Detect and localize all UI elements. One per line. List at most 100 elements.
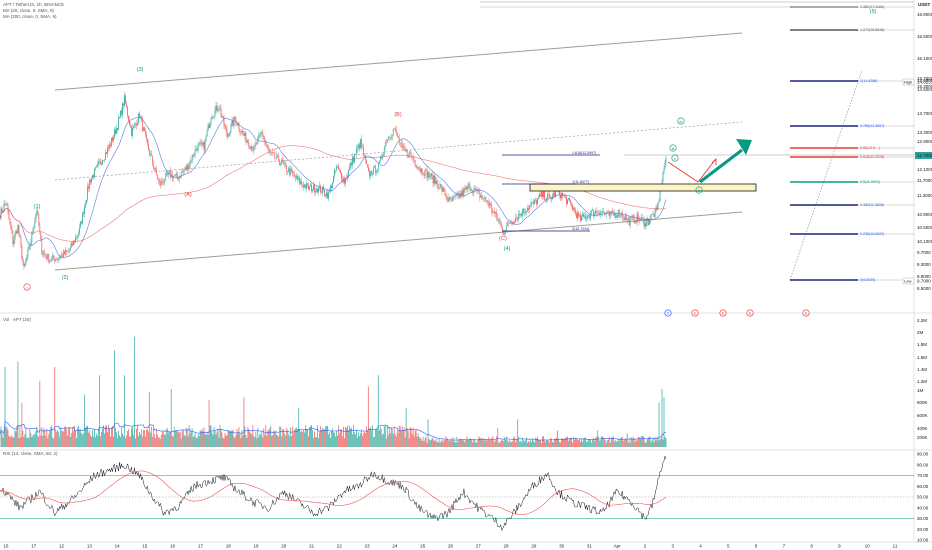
candle-body xyxy=(220,108,222,116)
volume-bar xyxy=(513,437,515,447)
volume-bar xyxy=(500,441,502,447)
candle-body xyxy=(93,175,94,178)
candle-body xyxy=(86,199,87,204)
candle-body xyxy=(36,210,38,215)
candle-body xyxy=(487,202,489,203)
candle-body xyxy=(442,187,444,192)
time-tick-label: 10 xyxy=(865,544,871,549)
candle-body xyxy=(591,210,593,212)
candle-body xyxy=(471,189,473,191)
candle-body xyxy=(282,160,284,163)
candle-body xyxy=(417,167,419,169)
volume-bar xyxy=(196,438,198,447)
volume-tick-label: 1.4M xyxy=(917,367,927,372)
candle-body xyxy=(399,142,401,144)
candle-body xyxy=(451,199,453,201)
volume-bar xyxy=(576,439,578,447)
volume-bar xyxy=(648,437,650,447)
volume-bar xyxy=(645,442,647,447)
volume-bar xyxy=(19,426,21,447)
channel-upper-line xyxy=(54,32,743,91)
candle-body xyxy=(11,229,13,234)
candle-body xyxy=(452,196,454,201)
candle-body xyxy=(22,258,24,263)
volume-bar xyxy=(263,428,265,447)
volume-bar xyxy=(292,426,294,447)
volume-bar xyxy=(445,436,447,447)
candle-body xyxy=(194,149,196,155)
candle-body xyxy=(84,206,85,215)
volume-bar xyxy=(303,429,305,447)
event-tag-label: E xyxy=(694,311,697,316)
volume-bar xyxy=(426,442,428,447)
volume-bar xyxy=(503,440,505,447)
rsi-line xyxy=(0,455,667,532)
volume-bar xyxy=(301,430,303,447)
volume-bar xyxy=(630,437,632,447)
rsi-legend: RSI (14, close, SMA, 50, 2) xyxy=(3,451,58,456)
candle-body xyxy=(597,212,599,214)
fib-right-label: 0.236(10.6622) xyxy=(860,232,884,236)
volume-bar xyxy=(160,434,162,447)
candle-body xyxy=(516,217,518,219)
volume-bar xyxy=(320,426,321,447)
volume-bar xyxy=(523,440,525,447)
fib-right-label: 0(9.6025) xyxy=(860,278,875,282)
volume-bar xyxy=(49,430,51,447)
volume-bar xyxy=(282,429,284,447)
volume-bar xyxy=(125,438,126,447)
candle-body xyxy=(231,120,233,125)
volume-bar xyxy=(493,440,495,447)
candle-body xyxy=(588,215,590,219)
candle-body xyxy=(363,147,364,156)
candle-body xyxy=(97,163,98,166)
volume-bar xyxy=(637,436,639,447)
candle-body xyxy=(131,127,132,137)
candle-body xyxy=(590,211,592,214)
volume-bar xyxy=(529,442,531,447)
volume-bar xyxy=(616,441,618,447)
volume-bar xyxy=(31,437,33,447)
volume-bar xyxy=(103,425,104,447)
volume-legend: Vol · APT (20) xyxy=(3,317,31,322)
time-tick-label: 18 xyxy=(226,544,232,549)
candle-body xyxy=(455,195,457,197)
volume-bar xyxy=(176,431,178,447)
rsi-tick-label: 50.00 xyxy=(917,495,929,500)
candle-body xyxy=(274,152,276,158)
volume-bar xyxy=(563,439,564,447)
volume-bar xyxy=(27,438,29,447)
volume-bar xyxy=(158,437,160,447)
volume-bar xyxy=(152,428,154,447)
volume-bar xyxy=(26,437,28,447)
candle-body xyxy=(393,129,395,130)
volume-bar xyxy=(286,427,288,447)
volume-bar xyxy=(28,437,30,447)
candle-body xyxy=(39,225,41,233)
volume-bar xyxy=(141,436,143,447)
candle-body xyxy=(264,139,266,142)
rsi-tick-label: 10.00 xyxy=(917,538,929,543)
volume-bar xyxy=(573,437,574,447)
rsi-tick-label: 40.00 xyxy=(917,505,929,510)
candle-body xyxy=(240,131,242,133)
volume-bar xyxy=(413,436,415,447)
candle-body xyxy=(109,144,110,149)
candle-body xyxy=(273,152,275,154)
volume-bar xyxy=(369,426,371,447)
candle-body xyxy=(267,146,269,149)
candle-body xyxy=(173,175,175,177)
candle-body xyxy=(286,165,288,172)
candle-body xyxy=(32,231,34,233)
volume-bar xyxy=(113,436,114,447)
volume-bar xyxy=(594,438,596,447)
candle-body xyxy=(269,151,271,153)
volume-bar xyxy=(45,435,47,447)
volume-bar xyxy=(515,442,517,447)
candle-body xyxy=(134,123,135,127)
volume-bar xyxy=(380,429,382,447)
candle-body xyxy=(113,136,114,141)
candle-body xyxy=(445,195,447,197)
volume-bar xyxy=(48,434,50,447)
